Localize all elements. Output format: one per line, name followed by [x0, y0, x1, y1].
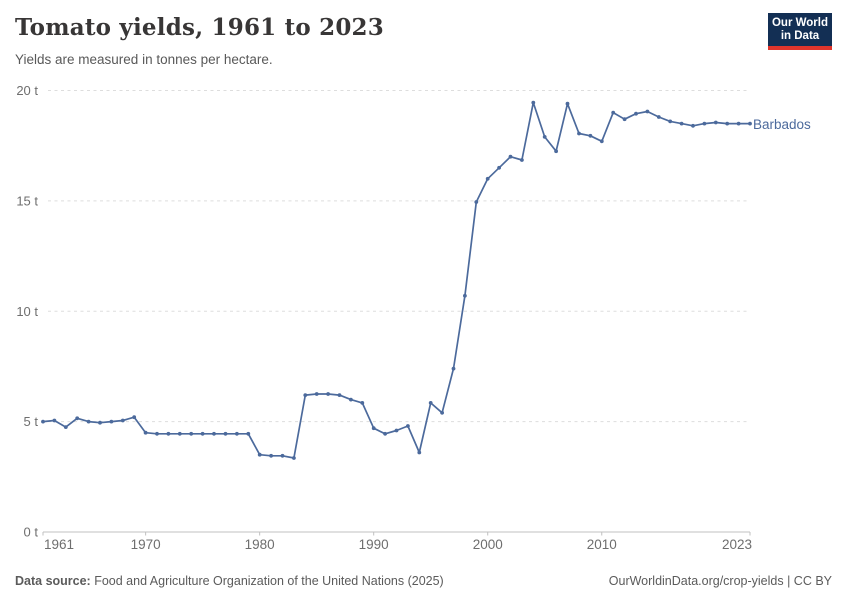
- data-point[interactable]: [109, 419, 114, 424]
- data-point[interactable]: [303, 393, 308, 397]
- data-point[interactable]: [349, 397, 353, 402]
- y-tick-label: 15 t: [16, 193, 38, 208]
- data-point[interactable]: [120, 418, 125, 423]
- y-tick-label: 0 t: [24, 525, 39, 540]
- x-tick-label: 1990: [359, 537, 389, 552]
- data-point[interactable]: [143, 430, 148, 435]
- data-point[interactable]: [497, 165, 501, 170]
- footer-link[interactable]: OurWorldinData.org/crop-yields | CC BY: [608, 574, 832, 588]
- data-point[interactable]: [531, 100, 536, 105]
- data-point[interactable]: [748, 121, 752, 126]
- data-point[interactable]: [485, 176, 490, 181]
- data-point[interactable]: [428, 401, 433, 405]
- y-tick-label: 10 t: [16, 304, 38, 319]
- y-tick-label: 20 t: [16, 83, 38, 98]
- data-point[interactable]: [257, 452, 262, 457]
- data-point[interactable]: [223, 431, 228, 436]
- series-line-barbados[interactable]: [42, 101, 751, 459]
- data-point[interactable]: [451, 366, 456, 371]
- data-source-text: Food and Agriculture Organization of the…: [90, 574, 444, 588]
- chart-footer: Data source: Food and Agriculture Organi…: [0, 574, 850, 588]
- data-point[interactable]: [508, 154, 513, 159]
- data-point[interactable]: [189, 431, 194, 436]
- page-title: Tomato yields, 1961 to 2023: [15, 14, 384, 41]
- data-point[interactable]: [280, 453, 285, 458]
- data-point[interactable]: [588, 133, 593, 138]
- data-point[interactable]: [577, 131, 581, 136]
- owid-logo-line2: in Data: [780, 29, 820, 42]
- data-point[interactable]: [645, 109, 650, 114]
- data-point[interactable]: [725, 121, 730, 126]
- data-point[interactable]: [371, 426, 376, 431]
- data-source: Data source: Food and Agriculture Organi…: [15, 574, 444, 588]
- data-point[interactable]: [132, 415, 137, 420]
- data-point[interactable]: [292, 456, 296, 460]
- data-point[interactable]: [200, 431, 205, 436]
- data-point[interactable]: [736, 121, 741, 126]
- data-point[interactable]: [702, 121, 707, 126]
- chart-subtitle: Yields are measured in tonnes per hectar…: [15, 52, 273, 67]
- data-point[interactable]: [679, 121, 684, 126]
- data-point[interactable]: [520, 158, 524, 162]
- x-tick-label: 1980: [245, 537, 275, 552]
- x-tick-label: 2010: [587, 537, 617, 552]
- data-point[interactable]: [656, 115, 661, 119]
- x-tick-label: 2023: [722, 537, 752, 552]
- owid-logo-line1: Our World: [771, 16, 828, 29]
- data-point[interactable]: [212, 431, 216, 436]
- data-point[interactable]: [155, 431, 159, 436]
- data-point[interactable]: [98, 420, 102, 425]
- data-point[interactable]: [166, 431, 171, 436]
- data-point[interactable]: [383, 431, 387, 436]
- data-point[interactable]: [554, 149, 558, 154]
- x-tick-label: 1961: [44, 537, 74, 552]
- x-tick-label: 2000: [473, 537, 503, 552]
- data-point[interactable]: [463, 293, 467, 298]
- y-tick-label: 5 t: [24, 414, 39, 429]
- data-point[interactable]: [314, 392, 319, 396]
- data-point[interactable]: [41, 419, 45, 424]
- data-source-label: Data source:: [15, 574, 91, 588]
- owid-logo[interactable]: Our World in Data: [768, 13, 832, 50]
- data-point[interactable]: [337, 393, 342, 397]
- data-point[interactable]: [406, 424, 410, 428]
- data-point[interactable]: [63, 425, 68, 429]
- data-point[interactable]: [542, 135, 547, 139]
- data-point[interactable]: [246, 431, 251, 436]
- data-point[interactable]: [565, 101, 570, 106]
- data-point[interactable]: [599, 139, 604, 144]
- data-point[interactable]: [611, 110, 616, 115]
- x-tick-label: 1970: [131, 537, 161, 552]
- data-point[interactable]: [235, 431, 239, 436]
- data-point[interactable]: [177, 431, 182, 436]
- data-point[interactable]: [269, 453, 273, 458]
- data-point[interactable]: [691, 123, 695, 128]
- data-point[interactable]: [440, 410, 444, 415]
- data-point[interactable]: [668, 119, 673, 124]
- data-point[interactable]: [474, 200, 479, 204]
- data-point[interactable]: [360, 401, 365, 405]
- data-point[interactable]: [75, 416, 80, 421]
- data-point[interactable]: [634, 111, 638, 116]
- data-point[interactable]: [86, 419, 91, 424]
- data-point[interactable]: [326, 392, 330, 396]
- data-point[interactable]: [394, 428, 399, 433]
- data-point[interactable]: [622, 117, 627, 122]
- data-point[interactable]: [713, 120, 718, 125]
- data-point[interactable]: [417, 450, 422, 455]
- series-label-barbados[interactable]: Barbados: [753, 117, 811, 132]
- data-point[interactable]: [52, 418, 57, 423]
